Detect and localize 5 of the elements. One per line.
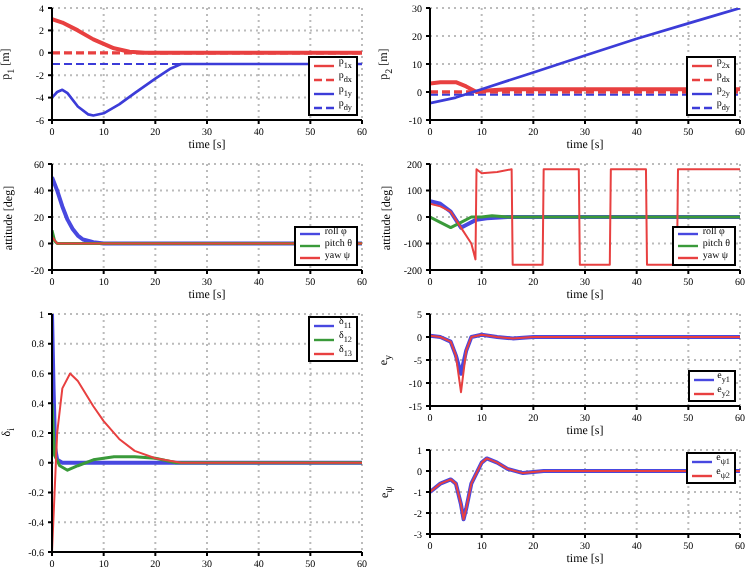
line-series	[430, 333, 740, 394]
line-series	[430, 332, 740, 376]
line-series	[430, 168, 740, 266]
line-series	[52, 401, 362, 472]
line-series	[430, 199, 740, 230]
